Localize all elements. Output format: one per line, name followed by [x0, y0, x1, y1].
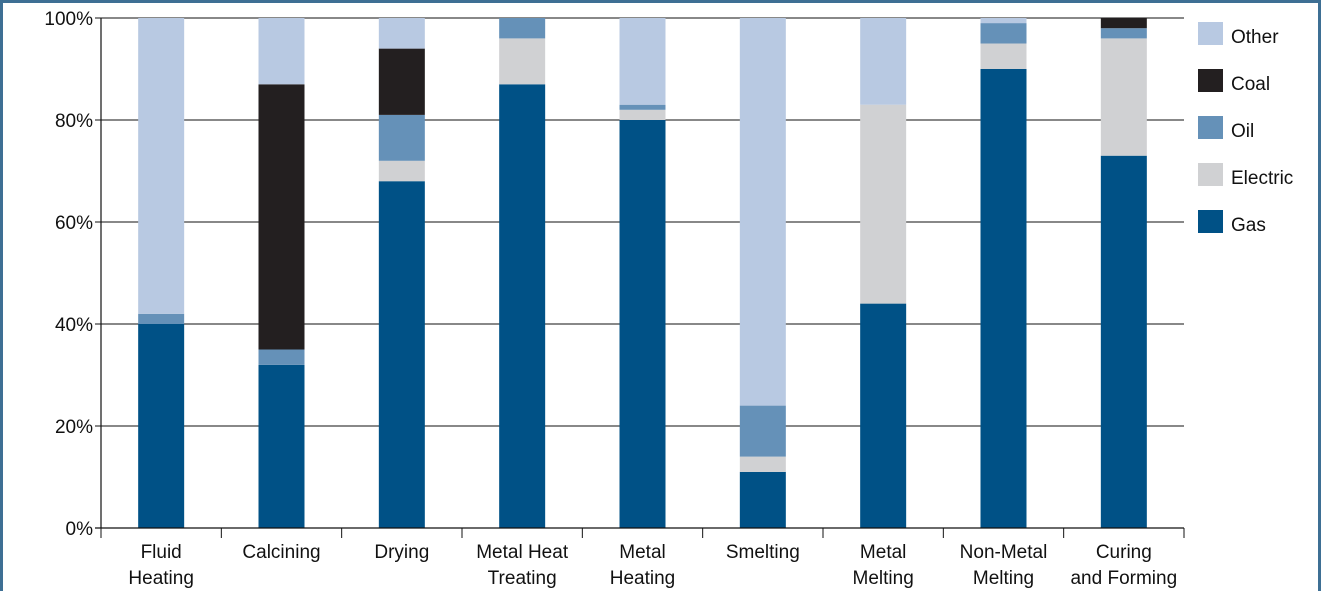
bar-segment-electric	[619, 109, 666, 120]
legend-label-oil: Oil	[1231, 121, 1254, 142]
bar-segment-other	[258, 18, 305, 85]
bar-segment-gas	[499, 84, 546, 529]
bar-segment-gas	[378, 181, 425, 528]
bar-segment-other	[378, 18, 425, 49]
x-tick-label: Curing	[1096, 542, 1152, 563]
x-tick-label: Smelting	[726, 542, 800, 563]
y-tick-label: 40%	[55, 315, 93, 336]
x-tick-label: Treating	[488, 568, 557, 589]
legend-label-gas: Gas	[1231, 215, 1266, 236]
legend-swatch-oil	[1198, 116, 1223, 139]
x-tick-label: Heating	[610, 568, 676, 589]
x-tick-label: Drying	[374, 542, 429, 563]
x-tick-label: Melting	[853, 568, 914, 589]
y-tick-label: 100%	[44, 9, 93, 30]
y-tick-label: 80%	[55, 111, 93, 132]
y-tick-label: 20%	[55, 417, 93, 438]
bar-segment-electric	[378, 160, 425, 182]
bar-segment-coal	[1100, 18, 1147, 29]
bar-segment-gas	[739, 471, 786, 528]
bar-segment-oil	[378, 114, 425, 161]
bar-segment-electric	[980, 43, 1027, 69]
bar-segment-gas	[980, 69, 1027, 528]
legend-label-other: Other	[1231, 27, 1279, 48]
x-tick-label: Calcining	[242, 542, 320, 563]
bar-segment-gas	[258, 364, 305, 528]
bar-segment-coal	[378, 48, 425, 115]
bar-segment-electric	[1100, 38, 1147, 156]
bar-segment-other	[860, 18, 907, 105]
x-tick-label: and Forming	[1070, 568, 1177, 589]
bar-segment-electric	[499, 38, 546, 85]
y-tick-label: 60%	[55, 213, 93, 234]
bar-segment-gas	[860, 303, 907, 528]
bar-segment-oil	[739, 405, 786, 457]
bar-segment-electric	[860, 104, 907, 304]
legend-swatch-coal	[1198, 69, 1223, 92]
legend-swatch-gas	[1198, 210, 1223, 233]
bar-segment-other	[980, 18, 1027, 24]
x-tick-label: Metal	[860, 542, 906, 563]
bar-segment-oil	[499, 18, 546, 39]
x-tick-label: Fluid	[141, 542, 182, 563]
x-tick-label: Metal Heat	[476, 542, 569, 563]
y-tick-label: 0%	[66, 519, 94, 540]
x-tick-label: Heating	[128, 568, 194, 589]
bar-segment-gas	[619, 120, 666, 528]
bar-segment-gas	[1100, 155, 1147, 528]
legend-label-electric: Electric	[1231, 168, 1293, 189]
bar-segment-oil	[258, 349, 305, 365]
bar-segment-oil	[619, 104, 666, 110]
x-tick-label: Non-Metal	[960, 542, 1048, 563]
legend-swatch-other	[1198, 22, 1223, 45]
bar-segment-other	[619, 18, 666, 105]
x-tick-label: Melting	[973, 568, 1034, 589]
bar-segment-other	[138, 18, 185, 314]
x-tick-label: Metal	[619, 542, 665, 563]
bar-segment-oil	[138, 313, 185, 324]
bar-segment-other	[739, 18, 786, 406]
legend-label-coal: Coal	[1231, 74, 1270, 95]
bar-segment-electric	[739, 456, 786, 472]
bar-segment-oil	[980, 23, 1027, 44]
bar-segment-coal	[258, 84, 305, 350]
bar-segment-gas	[138, 324, 185, 528]
bar-segment-oil	[1100, 28, 1147, 39]
legend-swatch-electric	[1198, 163, 1223, 186]
